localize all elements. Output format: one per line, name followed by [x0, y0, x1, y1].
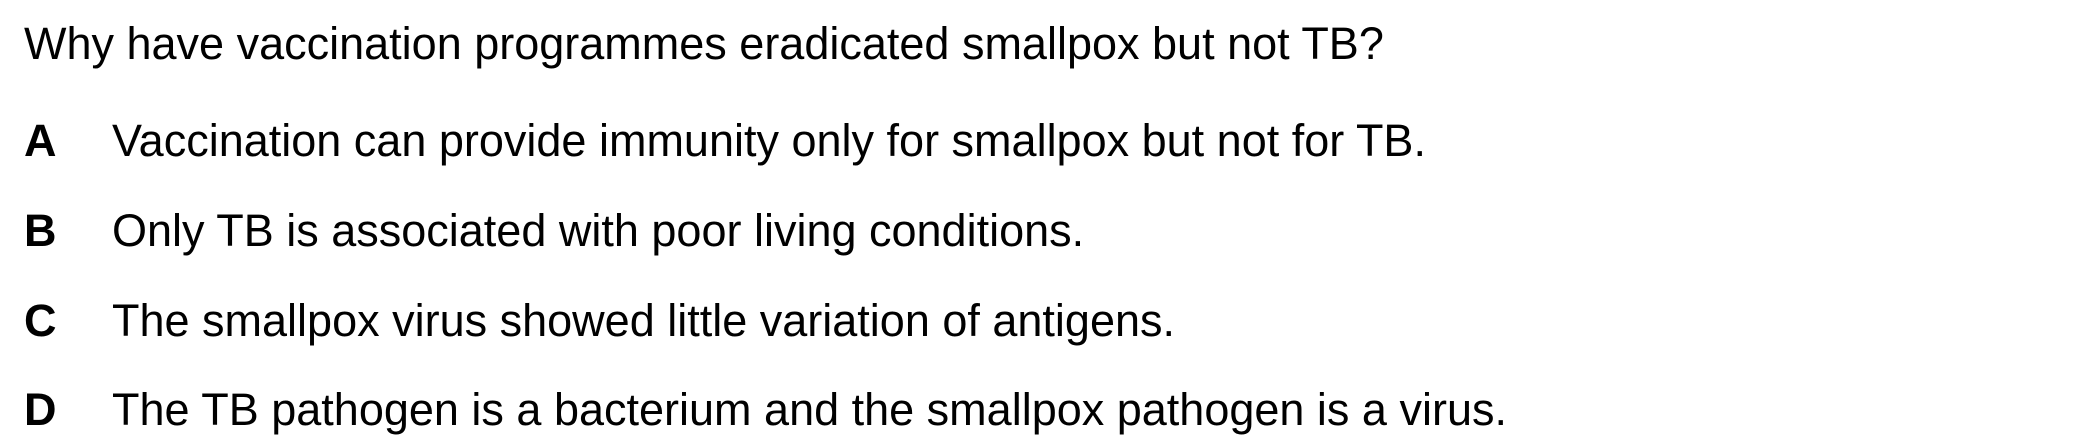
option-text-c: The smallpox virus showed little variati…	[112, 295, 1176, 346]
option-text-a: Vaccination can provide immunity only fo…	[112, 115, 1426, 166]
option-letter-c: C	[24, 295, 57, 346]
option-letter-b: B	[24, 205, 57, 256]
answer-option-c[interactable]: C The smallpox virus showed little varia…	[24, 291, 2074, 351]
option-text-b: Only TB is associated with poor living c…	[112, 205, 1085, 256]
answer-option-d[interactable]: D The TB pathogen is a bacterium and the…	[24, 380, 2074, 440]
answer-option-b[interactable]: B Only TB is associated with poor living…	[24, 201, 2074, 261]
question-text: Why have vaccination programmes eradicat…	[24, 18, 1384, 69]
answer-option-a[interactable]: A Vaccination can provide immunity only …	[24, 111, 2074, 171]
option-text-d: The TB pathogen is a bacterium and the s…	[112, 384, 1507, 435]
option-letter-d: D	[24, 384, 57, 435]
option-letter-a: A	[24, 115, 57, 166]
